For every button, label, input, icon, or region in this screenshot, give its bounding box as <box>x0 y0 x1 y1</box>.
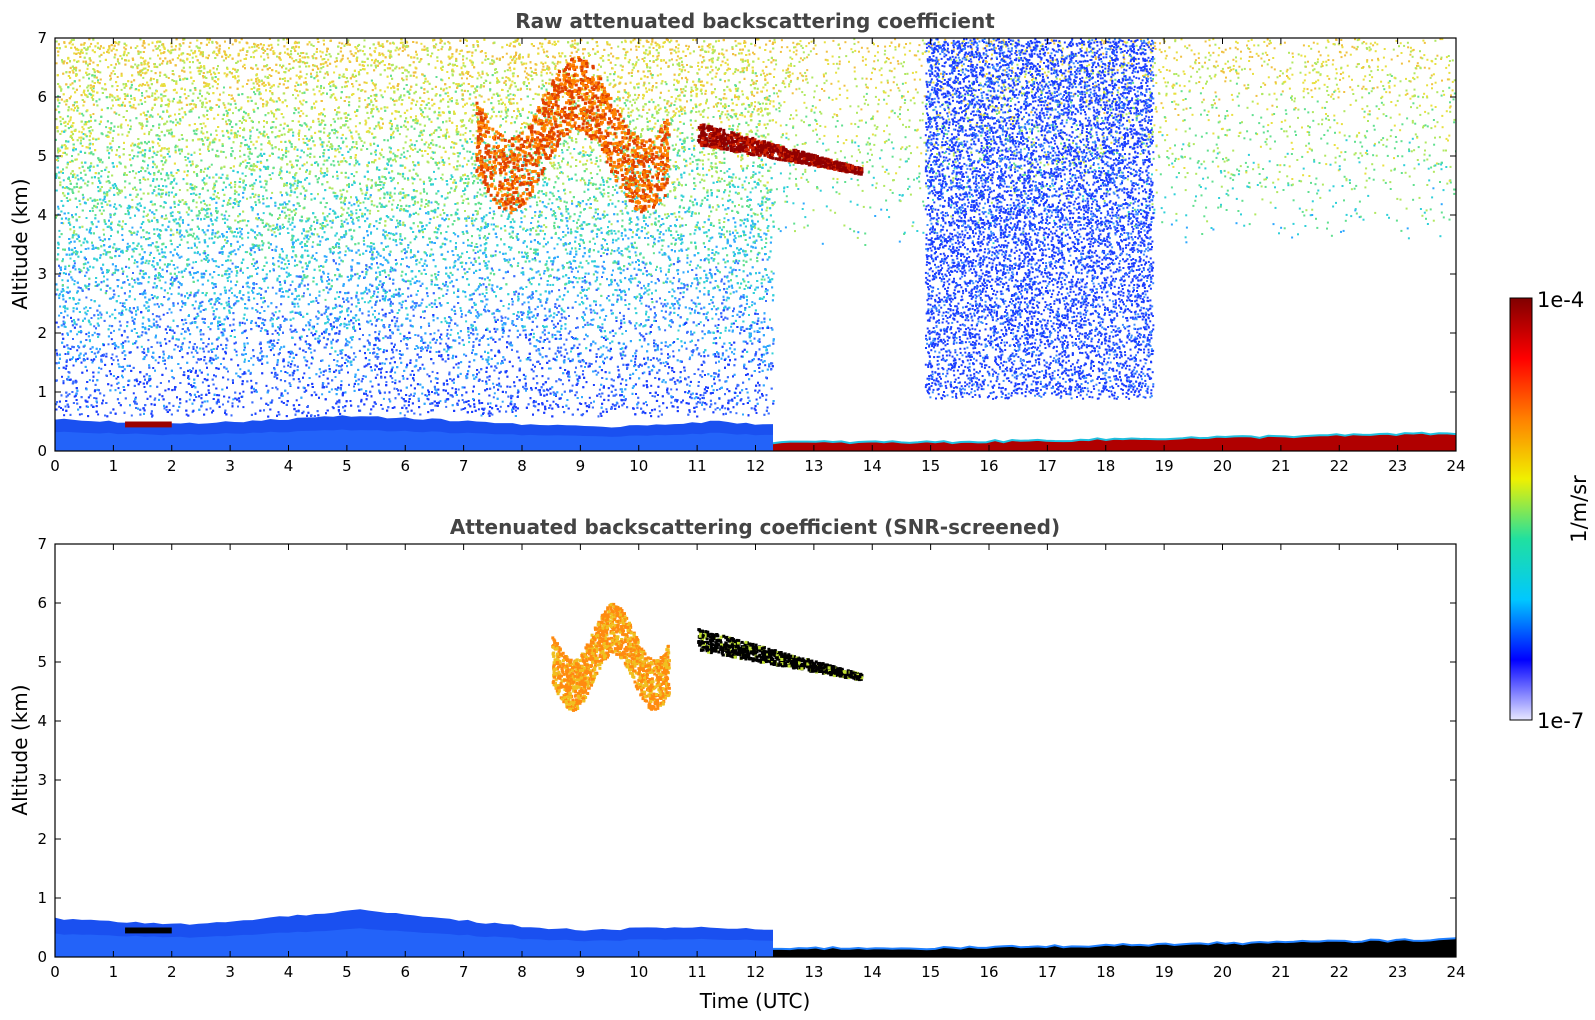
panel1-xtick-label: 22 <box>1330 963 1349 981</box>
panel0-ytick-label: 4 <box>37 206 47 224</box>
panel1-ytick-label: 0 <box>37 948 47 966</box>
panel0-feature-cloud-6 <box>475 56 671 215</box>
panel0-feature-aerosol_layer-5 <box>125 421 172 428</box>
panel1-feature-surface_layer-1 <box>773 937 1456 957</box>
panel1-xtick-label: 8 <box>517 963 527 981</box>
panel1-xtick-label: 18 <box>1096 963 1115 981</box>
panel0-feature-noise-1 <box>773 38 1456 246</box>
panel1-xtick-label: 7 <box>459 963 469 981</box>
panel0-xtick-label: 9 <box>576 457 586 475</box>
panel0-xtick-label: 12 <box>746 457 765 475</box>
colorbar-min-label: 1e-7 <box>1537 709 1584 733</box>
panel0-xtick-label: 17 <box>1038 457 1057 475</box>
panel0-ytick-label: 1 <box>37 383 47 401</box>
panel0-ytick-label: 0 <box>37 442 47 460</box>
panel0-feature-noise-2 <box>924 38 1155 400</box>
colorbar-max-label: 1e-4 <box>1537 288 1584 312</box>
panel1-ytick-label: 7 <box>37 535 47 553</box>
bottom-panel-heatmap <box>55 602 1456 957</box>
panel0-xtick-label: 1 <box>109 457 119 475</box>
top-panel-title: Raw attenuated backscattering coefficien… <box>515 9 995 33</box>
panel0-xtick-label: 0 <box>50 457 60 475</box>
panel1-ytick-label: 5 <box>37 653 47 671</box>
panel0-xtick-label: 16 <box>979 457 998 475</box>
panel1-ytick-label: 6 <box>37 594 47 612</box>
top-panel-ticks: 0 1 2 3 4 5 6 7 8 9 10 11 12 13 14 15 16 17 18 19 20 21 22 23 24… <box>37 29 1465 475</box>
panel0-feature-boundary_layer-3 <box>55 415 774 451</box>
colorbar: 1e-4 1e-7 1/m/sr <box>1509 288 1591 733</box>
panel1-xtick-label: 20 <box>1213 963 1232 981</box>
panel1-xtick-label: 9 <box>576 963 586 981</box>
top-panel-frame <box>54 37 1457 452</box>
panel0-ytick-label: 7 <box>37 29 47 47</box>
panel0-xtick-label: 24 <box>1446 457 1465 475</box>
panel1-xtick-label: 17 <box>1038 963 1057 981</box>
panel0-ytick-label: 2 <box>37 324 47 342</box>
panel0-xtick-label: 21 <box>1271 457 1290 475</box>
bottom-panel-xlabel: Time (UTC) <box>699 989 811 1013</box>
panel1-xtick-label: 12 <box>746 963 765 981</box>
panel1-xtick-label: 10 <box>629 963 648 981</box>
panel0-xtick-label: 5 <box>342 457 352 475</box>
panel1-xtick-label: 3 <box>225 963 235 981</box>
bottom-panel: Attenuated backscattering coefficient (S… <box>8 515 1466 1013</box>
panel0-xtick-label: 6 <box>400 457 410 475</box>
panel0-ytick-label: 6 <box>37 88 47 106</box>
panel0-xtick-label: 8 <box>517 457 527 475</box>
panel1-xtick-label: 6 <box>400 963 410 981</box>
panel1-xtick-label: 23 <box>1388 963 1407 981</box>
panel1-xtick-label: 13 <box>804 963 823 981</box>
top-panel-heatmap <box>55 38 1456 451</box>
panel1-xtick-label: 24 <box>1446 963 1465 981</box>
panel0-xtick-label: 13 <box>804 457 823 475</box>
top-panel: Raw attenuated backscattering coefficien… <box>8 9 1466 475</box>
panel1-xtick-label: 19 <box>1155 963 1174 981</box>
panel0-xtick-label: 19 <box>1155 457 1174 475</box>
panel0-xtick-label: 4 <box>284 457 294 475</box>
panel1-xtick-label: 15 <box>921 963 940 981</box>
panel1-xtick-label: 1 <box>109 963 119 981</box>
bottom-panel-title: Attenuated backscattering coefficient (S… <box>450 515 1060 539</box>
panel1-xtick-label: 21 <box>1271 963 1290 981</box>
panel0-xtick-label: 10 <box>629 457 648 475</box>
panel0-xtick-label: 23 <box>1388 457 1407 475</box>
panel0-xtick-label: 14 <box>863 457 882 475</box>
panel0-feature-surface_layer-4 <box>772 431 1456 451</box>
panel0-xtick-label: 11 <box>688 457 707 475</box>
panel0-ytick-label: 3 <box>37 265 47 283</box>
bottom-panel-ylabel: Altitude (km) <box>8 684 32 815</box>
panel1-feature-cloud-4 <box>697 628 864 682</box>
panel0-xtick-label: 18 <box>1096 457 1115 475</box>
panel1-ytick-label: 2 <box>37 830 47 848</box>
bottom-panel-frame <box>54 543 1457 958</box>
panel0-ytick-label: 5 <box>37 147 47 165</box>
panel0-xtick-label: 2 <box>167 457 177 475</box>
panel1-xtick-label: 0 <box>50 963 60 981</box>
panel1-xtick-label: 2 <box>167 963 177 981</box>
panel1-ytick-label: 4 <box>37 712 47 730</box>
panel0-xtick-label: 7 <box>459 457 469 475</box>
panel1-feature-aerosol_layer-2 <box>125 927 172 934</box>
panel1-xtick-label: 5 <box>342 963 352 981</box>
colorbar-gradient <box>1509 297 1533 721</box>
panel1-xtick-label: 14 <box>863 963 882 981</box>
panel0-xtick-label: 22 <box>1330 457 1349 475</box>
panel1-ytick-label: 1 <box>37 889 47 907</box>
panel0-feature-cloud-7 <box>697 123 864 176</box>
panel1-xtick-label: 16 <box>979 963 998 981</box>
panel0-xtick-label: 15 <box>921 457 940 475</box>
panel1-xtick-label: 4 <box>284 963 294 981</box>
panel1-ytick-label: 3 <box>37 771 47 789</box>
bottom-panel-ticks: 0 1 2 3 4 5 6 7 8 9 10 11 12 13 14 15 16 17 18 19 20 21 22 23 24… <box>37 535 1465 981</box>
panel1-feature-cloud-3 <box>551 602 671 712</box>
top-panel-ylabel: Altitude (km) <box>8 178 32 309</box>
colorbar-unit-label: 1/m/sr <box>1567 475 1591 543</box>
panel0-feature-noise-0 <box>55 38 775 418</box>
panel0-xtick-label: 3 <box>225 457 235 475</box>
panel1-xtick-label: 11 <box>688 963 707 981</box>
panel1-feature-boundary_layer-0 <box>55 909 774 957</box>
panel0-xtick-label: 20 <box>1213 457 1232 475</box>
